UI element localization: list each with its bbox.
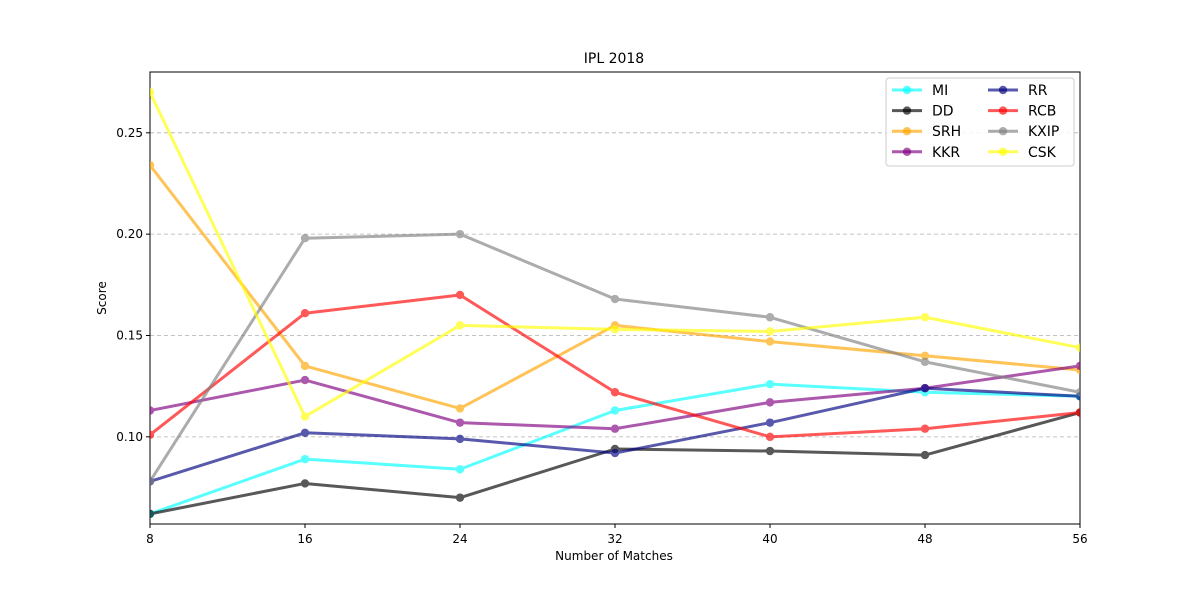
data-point-kxip: [455, 229, 465, 239]
series-kxip: [150, 229, 1080, 486]
data-point-kxip: [610, 294, 620, 304]
data-point-csk: [610, 325, 620, 334]
legend-label: KKR: [932, 145, 960, 161]
x-tick-label: 56: [1072, 532, 1087, 546]
legend-item-dd: DD: [892, 104, 954, 120]
legend-marker: [902, 127, 912, 136]
data-point-dd: [300, 479, 310, 488]
legend-item-rcb: RCB: [988, 104, 1056, 120]
data-point-rr: [300, 428, 310, 437]
data-point-rcb: [1075, 408, 1080, 417]
legend-label: KXIP: [1028, 124, 1059, 140]
data-point-kxip: [300, 234, 310, 243]
data-point-rcb: [455, 290, 465, 300]
y-tick-label: 0.20: [116, 227, 143, 241]
data-point-rr: [765, 418, 775, 427]
data-point-rcb: [610, 388, 620, 397]
data-point-kxip: [920, 357, 930, 367]
data-point-mi: [455, 465, 465, 474]
y-axis-label: Score: [95, 281, 109, 315]
data-point-csk: [920, 313, 930, 322]
legend-marker: [902, 106, 912, 115]
data-point-rr: [455, 434, 465, 444]
legend-marker: [998, 127, 1008, 136]
data-point-srh: [300, 361, 310, 371]
data-point-csk: [150, 88, 155, 97]
y-tick-label: 0.25: [116, 126, 143, 140]
data-point-csk: [300, 412, 310, 421]
x-axis-ticks: 8 16 24 32 40 48 56: [146, 524, 1088, 546]
data-point-kxip: [1075, 388, 1080, 397]
data-point-kkr: [455, 418, 465, 427]
legend-marker: [998, 147, 1008, 156]
legend-marker: [998, 85, 1008, 95]
data-point-dd: [765, 446, 775, 456]
x-tick-label: 24: [452, 532, 467, 546]
series-line-kkr: [150, 364, 1080, 431]
data-point-kkr: [150, 406, 155, 415]
legend: MI DD SRH KKR RR RCB KXIP CSK: [885, 77, 1075, 167]
data-point-srh: [920, 351, 930, 360]
series-kkr: [150, 361, 1080, 433]
data-point-dd: [455, 493, 465, 502]
series-rr: [150, 383, 1080, 486]
data-point-kkr: [1075, 361, 1080, 371]
legend-label: RCB: [1028, 104, 1056, 120]
legend-item-kxip: KXIP: [988, 124, 1059, 140]
x-axis-label: Number of Matches: [555, 549, 673, 563]
legend-label: MI: [932, 83, 948, 99]
data-point-kxip: [765, 313, 775, 322]
legend-item-srh: SRH: [892, 124, 961, 140]
data-point-rr: [920, 383, 930, 393]
series-csk: [150, 88, 1080, 421]
data-point-rcb: [920, 424, 930, 433]
data-point-rcb: [300, 309, 310, 318]
legend-label: DD: [932, 104, 954, 120]
data-point-mi: [300, 454, 310, 464]
data-point-dd: [920, 450, 930, 460]
x-tick-label: 8: [146, 532, 154, 546]
y-tick-label: 0.10: [116, 430, 143, 444]
legend-item-mi: MI: [892, 83, 948, 99]
series-line-rr: [150, 386, 1080, 483]
legend-marker: [998, 106, 1008, 115]
data-point-kkr: [300, 375, 310, 385]
series-layer: [150, 88, 1080, 519]
data-point-csk: [455, 321, 465, 330]
y-axis-ticks: 0.10 0.15 0.20 0.25: [116, 126, 150, 444]
data-point-kxip: [150, 477, 155, 486]
x-tick-label: 40: [762, 532, 777, 546]
data-point-csk: [765, 327, 775, 336]
x-tick-label: 16: [297, 532, 312, 546]
data-point-csk: [1075, 343, 1080, 352]
data-point-kkr: [610, 424, 620, 433]
legend-item-csk: CSK: [988, 145, 1057, 161]
data-point-rr: [610, 448, 620, 458]
series-rcb: [150, 290, 1080, 442]
legend-label: SRH: [932, 124, 961, 140]
y-tick-label: 0.15: [116, 328, 143, 342]
data-point-rcb: [765, 432, 775, 442]
data-point-mi: [765, 379, 775, 389]
data-point-kkr: [765, 398, 775, 407]
legend-item-rr: RR: [988, 83, 1048, 99]
data-point-srh: [455, 404, 465, 413]
legend-box: [885, 77, 1075, 167]
chart-title: IPL 2018: [584, 51, 644, 67]
legend-marker: [902, 147, 912, 156]
data-point-srh: [765, 337, 775, 346]
data-point-dd: [150, 509, 155, 519]
x-tick-label: 32: [607, 532, 622, 546]
legend-item-kkr: KKR: [892, 145, 960, 161]
data-point-mi: [610, 406, 620, 415]
x-tick-label: 48: [917, 532, 932, 546]
data-point-rcb: [150, 430, 155, 440]
series-line-srh: [150, 164, 1080, 410]
legend-marker: [902, 85, 912, 95]
legend-label: RR: [1028, 83, 1048, 99]
legend-label: CSK: [1028, 145, 1057, 161]
data-point-srh: [150, 161, 155, 170]
